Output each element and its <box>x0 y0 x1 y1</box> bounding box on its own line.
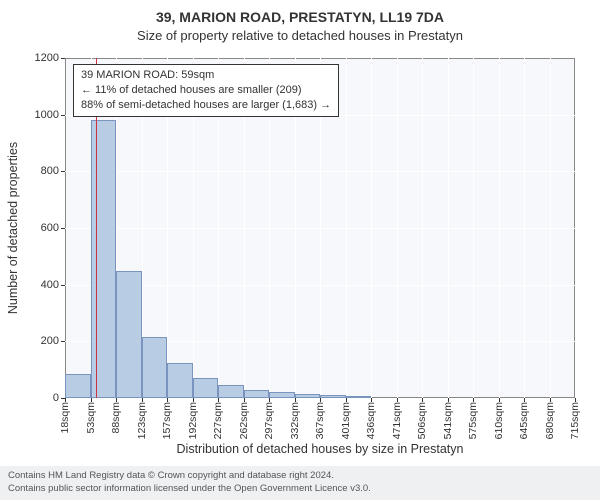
x-tick-label: 680sqm <box>544 402 556 439</box>
gridline-vertical <box>499 58 500 398</box>
y-tick-label: 800 <box>41 165 59 177</box>
footer-line-2: Contains public sector information licen… <box>8 483 592 495</box>
x-tick-mark <box>167 398 168 402</box>
x-tick-label: 332sqm <box>289 402 301 439</box>
x-tick-label: 575sqm <box>467 402 479 439</box>
y-tick-mark <box>61 228 65 229</box>
x-tick-label: 645sqm <box>518 402 530 439</box>
x-tick-label: 367sqm <box>314 402 326 439</box>
x-tick-mark <box>320 398 321 402</box>
address-title: 39, MARION ROAD, PRESTATYN, LL19 7DA <box>0 8 600 26</box>
y-tick-label: 1000 <box>35 109 59 121</box>
x-tick-label: 471sqm <box>391 402 403 439</box>
x-tick-label: 715sqm <box>569 402 581 439</box>
x-tick-mark <box>473 398 474 402</box>
x-tick-label: 53sqm <box>85 402 97 434</box>
gridline-vertical <box>550 58 551 398</box>
footer-line-1: Contains HM Land Registry data © Crown c… <box>8 470 592 482</box>
y-axis-label: Number of detached properties <box>6 142 20 314</box>
histogram-bar <box>269 392 295 398</box>
x-tick-label: 541sqm <box>442 402 454 439</box>
histogram-bar <box>116 271 142 399</box>
info-box-line2: ← 11% of detached houses are smaller (20… <box>81 83 331 98</box>
info-box-line1: 39 MARION ROAD: 59sqm <box>81 68 331 83</box>
x-tick-label: 401sqm <box>340 402 352 439</box>
x-tick-label: 262sqm <box>238 402 250 439</box>
gridline-vertical <box>422 58 423 398</box>
chart-subtitle: Size of property relative to detached ho… <box>0 28 600 45</box>
x-tick-label: 157sqm <box>161 402 173 439</box>
histogram-bar <box>167 363 193 398</box>
title-block: 39, MARION ROAD, PRESTATYN, LL19 7DA Siz… <box>0 0 600 45</box>
histogram-bar <box>193 378 219 398</box>
x-tick-mark <box>448 398 449 402</box>
gridline-vertical <box>473 58 474 398</box>
gridline-vertical <box>448 58 449 398</box>
x-tick-label: 297sqm <box>263 402 275 439</box>
x-tick-label: 506sqm <box>416 402 428 439</box>
x-tick-label: 192sqm <box>187 402 199 439</box>
x-tick-mark <box>524 398 525 402</box>
y-tick-mark <box>61 58 65 59</box>
x-tick-mark <box>193 398 194 402</box>
histogram-bar <box>346 396 372 398</box>
histogram-bar <box>320 395 346 398</box>
x-tick-mark <box>575 398 576 402</box>
histogram-bar <box>65 374 91 398</box>
x-tick-mark <box>91 398 92 402</box>
y-tick-mark <box>61 171 65 172</box>
histogram-bar <box>244 390 270 399</box>
x-tick-mark <box>65 398 66 402</box>
y-tick-label: 1200 <box>35 52 59 64</box>
histogram-bar <box>295 394 321 398</box>
x-tick-mark <box>142 398 143 402</box>
x-tick-label: 123sqm <box>136 402 148 439</box>
gridline-vertical <box>371 58 372 398</box>
x-tick-mark <box>499 398 500 402</box>
x-tick-label: 88sqm <box>110 402 122 434</box>
y-tick-mark <box>61 341 65 342</box>
x-tick-label: 18sqm <box>59 402 71 434</box>
x-tick-label: 436sqm <box>365 402 377 439</box>
x-tick-mark <box>346 398 347 402</box>
x-tick-mark <box>116 398 117 402</box>
x-tick-label: 227sqm <box>212 402 224 439</box>
histogram-bar <box>218 385 244 398</box>
info-box: 39 MARION ROAD: 59sqm← 11% of detached h… <box>73 64 339 117</box>
histogram-bar <box>91 120 117 398</box>
gridline-vertical <box>397 58 398 398</box>
x-tick-mark <box>550 398 551 402</box>
y-tick-mark <box>61 285 65 286</box>
x-tick-mark <box>269 398 270 402</box>
info-box-line3: 88% of semi-detached houses are larger (… <box>81 98 331 113</box>
y-tick-label: 600 <box>41 222 59 234</box>
x-tick-label: 610sqm <box>493 402 505 439</box>
chart-container: 39, MARION ROAD, PRESTATYN, LL19 7DA Siz… <box>0 0 600 500</box>
histogram-bar <box>142 337 168 398</box>
x-tick-mark <box>295 398 296 402</box>
y-tick-mark <box>61 115 65 116</box>
x-tick-mark <box>371 398 372 402</box>
footer: Contains HM Land Registry data © Crown c… <box>0 466 600 500</box>
x-tick-mark <box>244 398 245 402</box>
y-tick-label: 200 <box>41 335 59 347</box>
x-tick-mark <box>218 398 219 402</box>
gridline-vertical <box>524 58 525 398</box>
gridline-vertical <box>346 58 347 398</box>
x-tick-mark <box>397 398 398 402</box>
x-tick-mark <box>422 398 423 402</box>
y-tick-label: 400 <box>41 279 59 291</box>
x-axis-label: Distribution of detached houses by size … <box>177 442 464 456</box>
plot-area: 02004006008001000120018sqm53sqm88sqm123s… <box>65 58 575 398</box>
